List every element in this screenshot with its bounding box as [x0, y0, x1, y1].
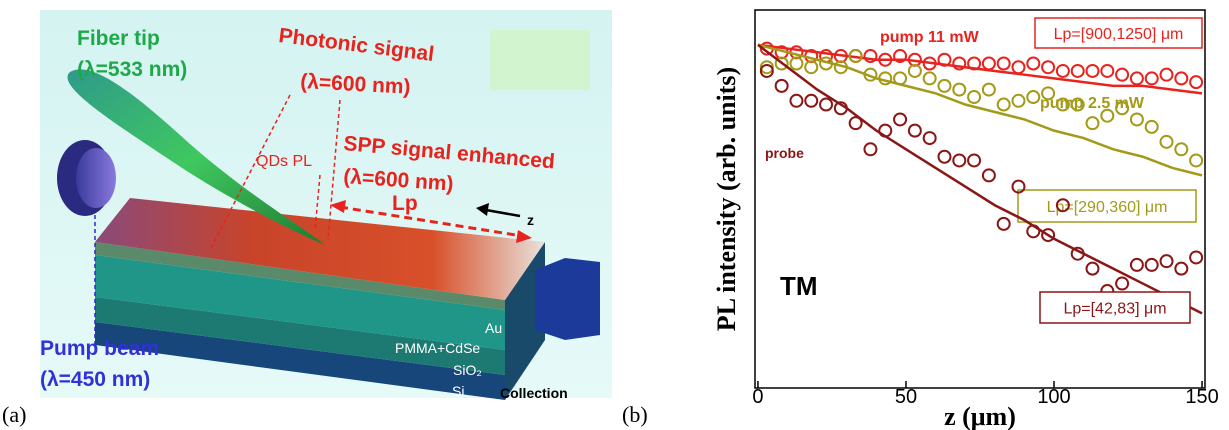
layer-label: Si — [452, 383, 464, 399]
data-point — [1027, 91, 1039, 103]
data-point — [924, 132, 936, 144]
data-point — [805, 95, 817, 107]
data-point — [1087, 65, 1099, 77]
x-tick-label: 100 — [1037, 386, 1070, 408]
x-tick-label: 50 — [895, 386, 917, 408]
y-axis-label: PL intensity (arb. units) — [712, 67, 741, 331]
data-point — [1175, 263, 1187, 275]
data-point — [998, 57, 1010, 69]
annotation: TM — [780, 271, 818, 301]
data-point — [1161, 69, 1173, 81]
data-point — [1190, 251, 1202, 263]
data-point — [1131, 259, 1143, 271]
decay-length-label: Lp=[290,360] μm — [1047, 199, 1168, 216]
data-point — [924, 72, 936, 84]
green-patch — [490, 30, 590, 90]
data-point — [1042, 61, 1054, 73]
panel-a: Fiber tip (λ=533 nm) Photonic signal (λ=… — [2, 10, 612, 427]
data-point — [1012, 61, 1024, 73]
data-point — [998, 218, 1010, 230]
collection-label: Collection — [500, 385, 568, 401]
data-point — [790, 95, 802, 107]
data-point — [1161, 136, 1173, 148]
layer-label: PMMA+CdSe — [395, 340, 480, 356]
pump-label: Pump beam — [40, 337, 159, 360]
data-point — [968, 91, 980, 103]
pump-wavelength: (λ=450 nm) — [40, 368, 150, 391]
data-point — [938, 80, 950, 92]
data-point — [983, 57, 995, 69]
data-point — [864, 143, 876, 155]
panel-label: (b) — [622, 402, 648, 427]
panel-label: (a) — [2, 402, 26, 427]
data-point — [1161, 255, 1173, 267]
data-point — [1012, 95, 1024, 107]
figure: Fiber tip (λ=533 nm) Photonic signal (λ=… — [0, 0, 1229, 430]
data-point — [1116, 69, 1128, 81]
decay-length-label: Lp=[42,83] μm — [1063, 301, 1166, 318]
data-point — [1146, 72, 1158, 84]
layer-label: SiO₂ — [453, 362, 482, 378]
data-point — [776, 80, 788, 92]
x-axis-label: z (μm) — [944, 402, 1016, 430]
panel-b: (b) PL intensity (arb. units) z (μm) TM … — [622, 10, 1219, 430]
data-point — [820, 99, 832, 111]
data-point — [894, 113, 906, 125]
data-point — [1146, 259, 1158, 271]
data-point — [983, 84, 995, 96]
data-point — [1131, 72, 1143, 84]
series-label: pump 11 mW — [880, 29, 980, 46]
data-point — [953, 154, 965, 166]
data-point — [1175, 72, 1187, 84]
data-point — [1190, 76, 1202, 88]
data-point — [909, 125, 921, 137]
data-point — [938, 151, 950, 163]
data-point — [1087, 263, 1099, 275]
x-tick-label: 150 — [1185, 386, 1218, 408]
data-point — [1027, 57, 1039, 69]
decay-length-label: Lp=[900,1250] μm — [1054, 26, 1184, 43]
fiber-wavelength: (λ=533 nm) — [77, 58, 187, 81]
data-point — [850, 117, 862, 129]
pump-lens — [76, 148, 116, 208]
data-point — [968, 154, 980, 166]
data-point — [1087, 117, 1099, 129]
series-label: probe — [765, 145, 804, 161]
data-point — [1146, 121, 1158, 133]
data-point — [1175, 143, 1187, 155]
detector — [535, 258, 600, 340]
data-point — [1101, 65, 1113, 77]
qds-label: QDs PL — [256, 153, 312, 170]
data-point — [1057, 65, 1069, 77]
z-label: z — [527, 212, 534, 228]
data-point — [1072, 65, 1084, 77]
layer-label: Au — [485, 320, 502, 336]
series-label: pump 2.5 mW — [1040, 95, 1145, 112]
fiber-label: Fiber tip — [77, 27, 160, 50]
data-point — [1131, 113, 1143, 125]
data-point — [1190, 154, 1202, 166]
data-point — [983, 169, 995, 181]
lp-label: Lp — [392, 192, 418, 215]
data-point — [953, 84, 965, 96]
data-point — [1116, 278, 1128, 290]
data-point — [894, 72, 906, 84]
data-point — [998, 99, 1010, 111]
x-tick-label: 0 — [752, 386, 763, 408]
